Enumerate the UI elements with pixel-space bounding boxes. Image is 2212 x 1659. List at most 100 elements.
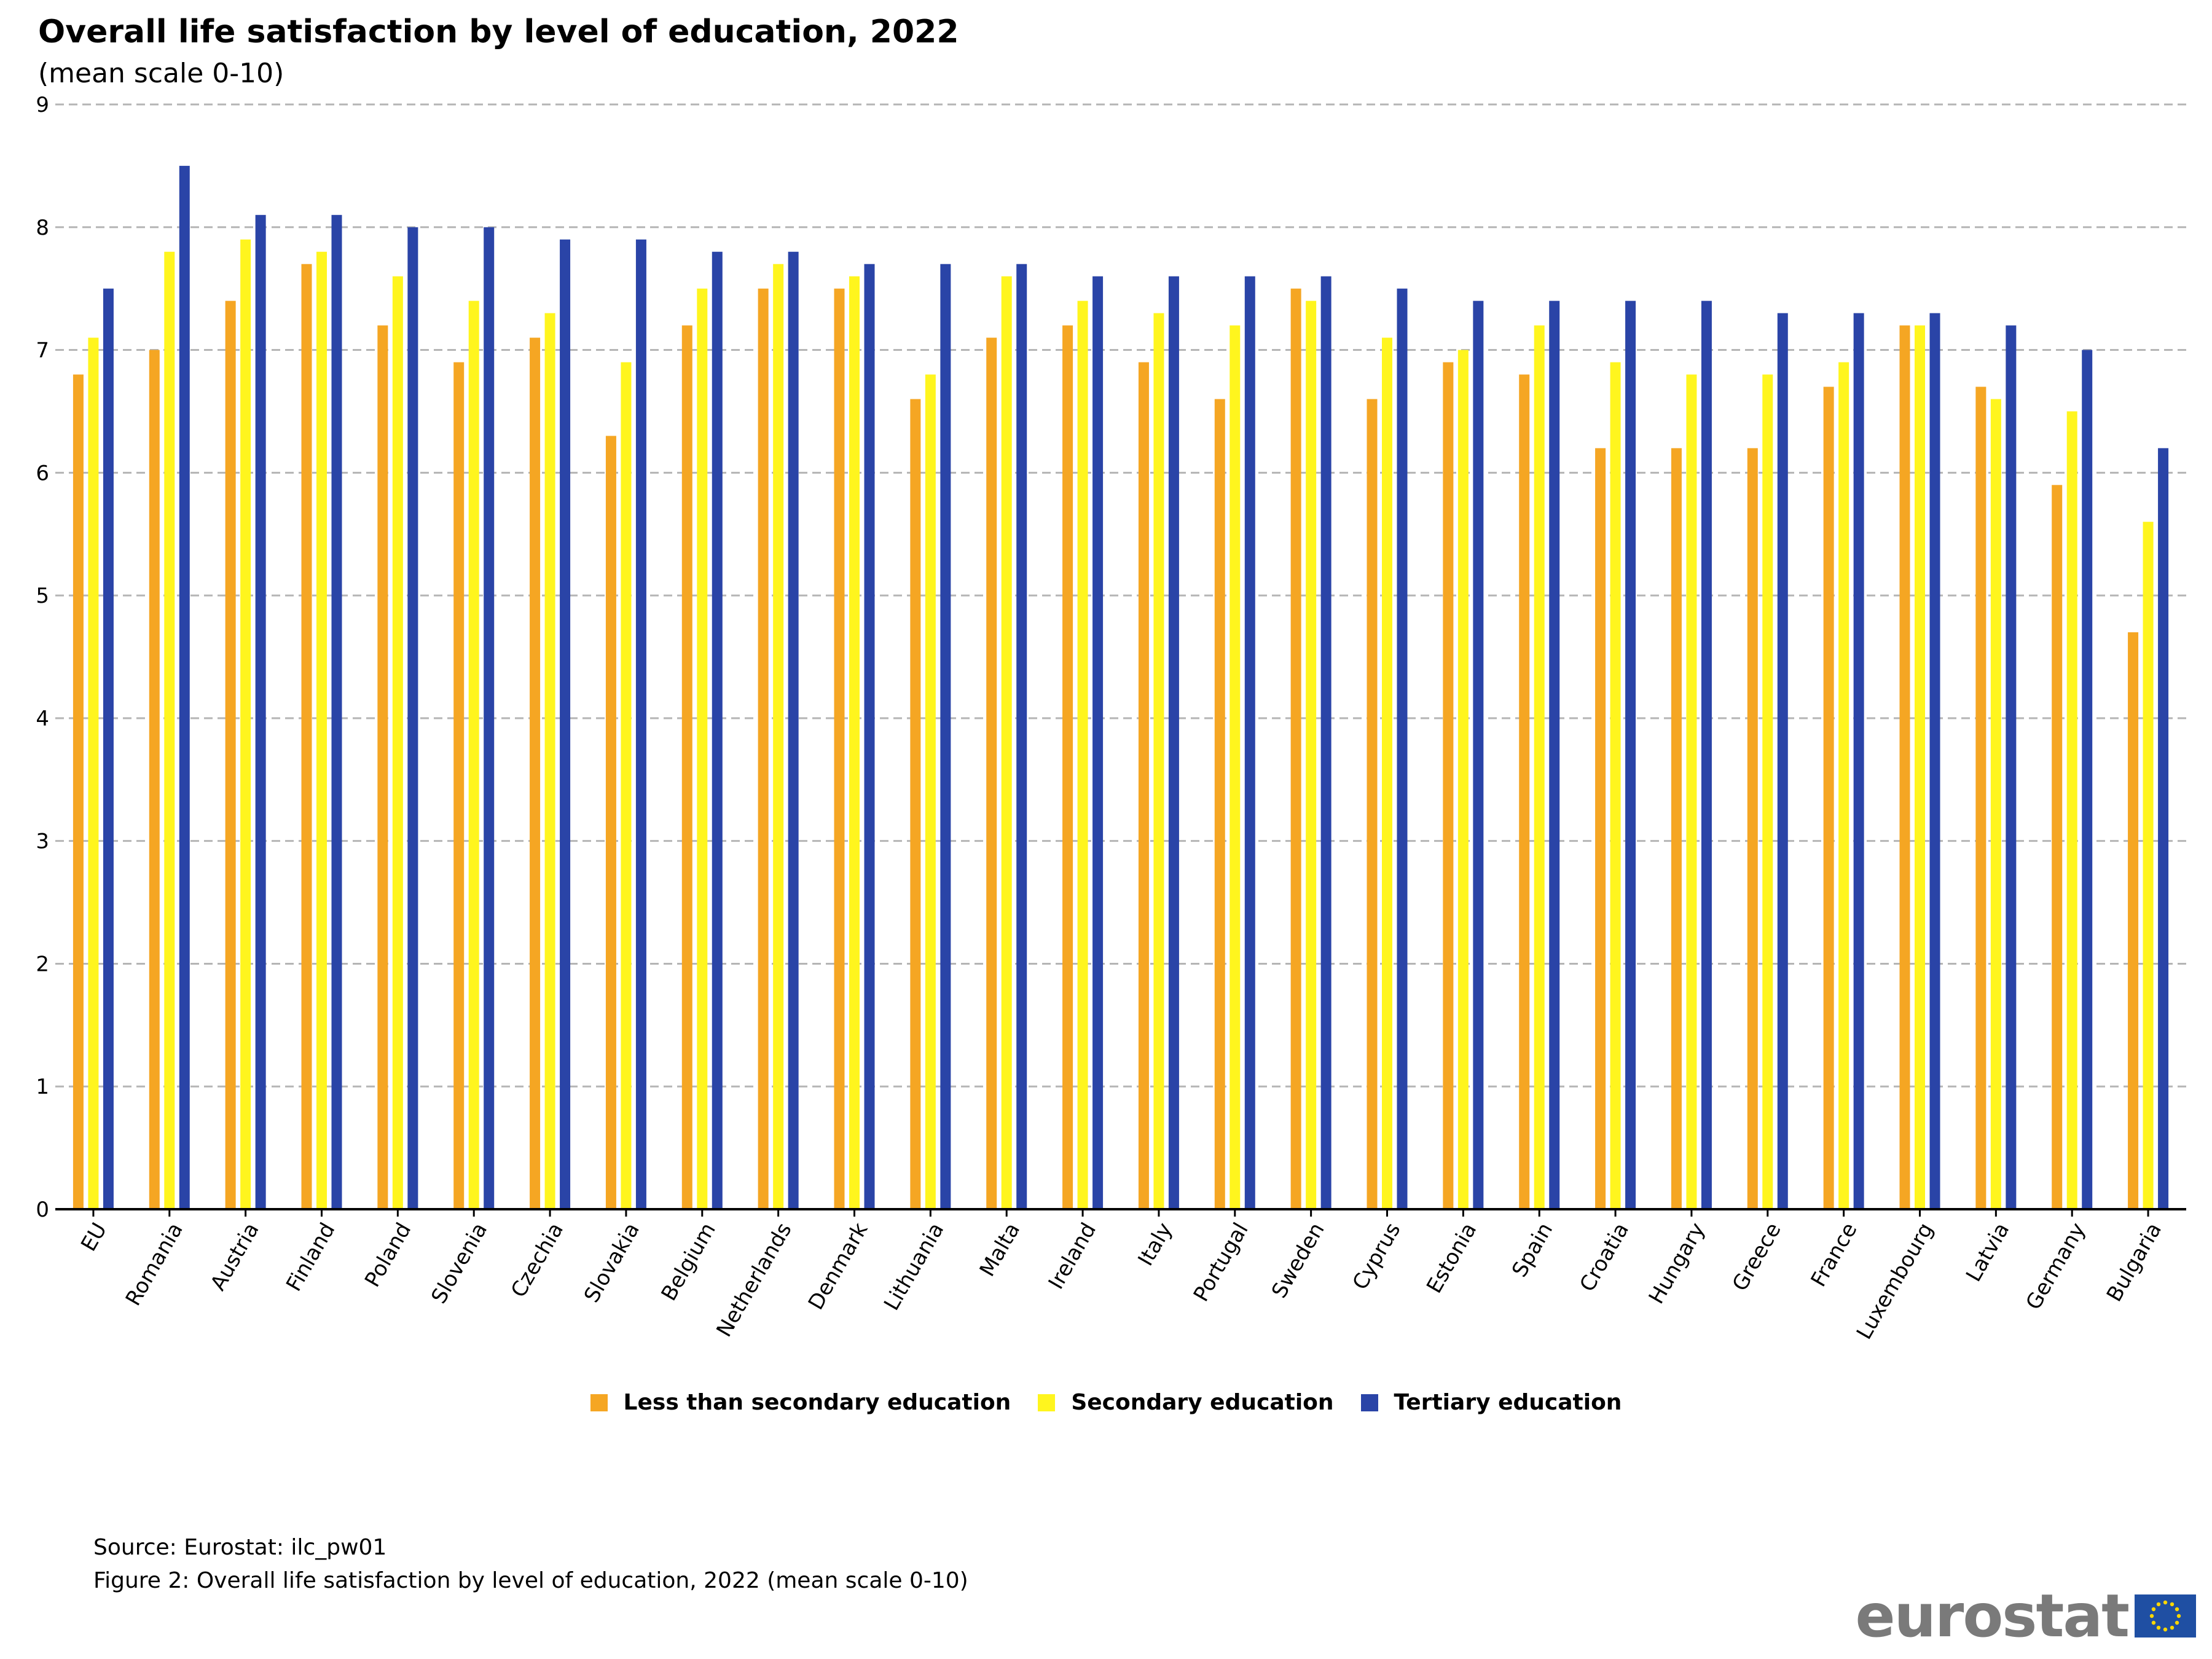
bar [164,251,175,1209]
bar [2128,632,2139,1209]
bar [1853,313,1864,1210]
x-tick-label: Bulgaria [2102,1218,2167,1306]
x-tick-label: Finland [281,1218,340,1295]
legend-item: Tertiary education [1360,1390,1622,1415]
bar [1747,448,1758,1209]
legend-item: Less than secondary education [590,1390,1011,1415]
bar [605,436,616,1209]
x-tick-label: EU [76,1218,112,1255]
bar [544,313,555,1210]
legend-swatch [1038,1394,1056,1411]
bar [2066,411,2077,1209]
bar [1457,350,1469,1209]
x-tick-label: France [1806,1218,1862,1291]
flag-star [2151,1607,2156,1612]
bar [910,399,921,1209]
bar [712,251,723,1209]
bar [1929,313,1940,1210]
x-tick-label: Ireland [1044,1218,1101,1293]
x-tick-label: Luxembourg [1852,1218,1939,1344]
chart-title: Overall life satisfaction by level of ed… [38,14,959,50]
x-tick-label: Slovenia [426,1218,492,1308]
bar [1092,276,1104,1209]
bar [1397,288,1408,1210]
bar [1823,386,1834,1209]
x-tick-label: Netherlands [712,1218,796,1341]
bar [788,251,799,1209]
flag-star [2163,1627,2168,1632]
x-tick-label: Croatia [1575,1218,1634,1296]
bar [2143,522,2154,1210]
flag-star [2175,1620,2179,1625]
bar [1153,313,1164,1210]
x-tick-label: Greece [1728,1218,1786,1295]
bar [925,374,936,1209]
x-tick-label: Slovakia [579,1218,645,1307]
y-axis-ticks: 0 1 2 3 4 5 6 7 8 9 [36,93,49,1222]
bar [1443,362,1454,1209]
x-tick-label: Italy [1133,1218,1177,1270]
bar [2158,448,2169,1209]
bar [1168,276,1179,1209]
bar [1214,399,1225,1209]
flag-star [2175,1607,2179,1612]
bar [331,214,342,1209]
flag-star [2170,1625,2175,1630]
x-tick-label: Lithuania [879,1218,949,1314]
x-tick-label: Czechia [506,1218,568,1301]
y-tick-label: 5 [36,584,49,608]
bar [1001,276,1012,1209]
flag-star [2163,1600,2168,1605]
bar [1671,448,1682,1209]
legend-swatch [1360,1394,1378,1411]
bar [1306,300,1317,1210]
bar [377,325,388,1209]
bar [1838,362,1849,1209]
legend-label: Secondary education [1071,1390,1334,1415]
bar [849,276,860,1209]
y-tick-label: 3 [36,830,49,854]
x-tick-label: Romania [121,1218,188,1310]
bar [530,337,541,1209]
bar [1701,300,1712,1210]
y-tick-label: 1 [36,1075,49,1099]
bar [940,264,951,1209]
bar [635,239,646,1209]
bar [301,264,312,1209]
flag-star [2170,1602,2175,1607]
legend-label: Tertiary education [1394,1390,1622,1415]
figure-caption: Figure 2: Overall life satisfaction by l… [93,1568,968,1593]
y-tick-label: 8 [36,216,49,240]
bar [103,288,114,1210]
bar [864,264,875,1209]
bar [1473,300,1484,1210]
bar [392,276,403,1209]
bar [149,350,160,1209]
bar [468,300,479,1210]
bar [1990,399,2001,1209]
bar [1077,300,1088,1210]
x-tick-label: Portugal [1189,1218,1253,1306]
bar [88,337,99,1209]
legend-swatch [590,1394,608,1411]
bar [1290,288,1301,1210]
legend: Less than secondary education Secondary e… [0,1390,2212,1415]
x-tick-label: Malta [975,1218,1026,1281]
bar [484,227,495,1209]
eu-flag-icon [2135,1594,2196,1637]
x-tick-label: Germany [2021,1218,2090,1314]
bar [2082,350,2093,1209]
bar [407,227,418,1209]
bar [1975,386,1986,1209]
x-tick-label: Denmark [804,1218,873,1314]
bar [1610,362,1621,1209]
bar [621,362,632,1209]
bar [1595,448,1606,1209]
bar [1899,325,1910,1209]
bar [1762,374,1773,1209]
bar [773,264,784,1209]
bar [240,239,251,1209]
x-tick-label: Sweden [1267,1218,1330,1302]
bar [453,362,465,1209]
logo-wordmark: eurostat [1855,1582,2130,1650]
